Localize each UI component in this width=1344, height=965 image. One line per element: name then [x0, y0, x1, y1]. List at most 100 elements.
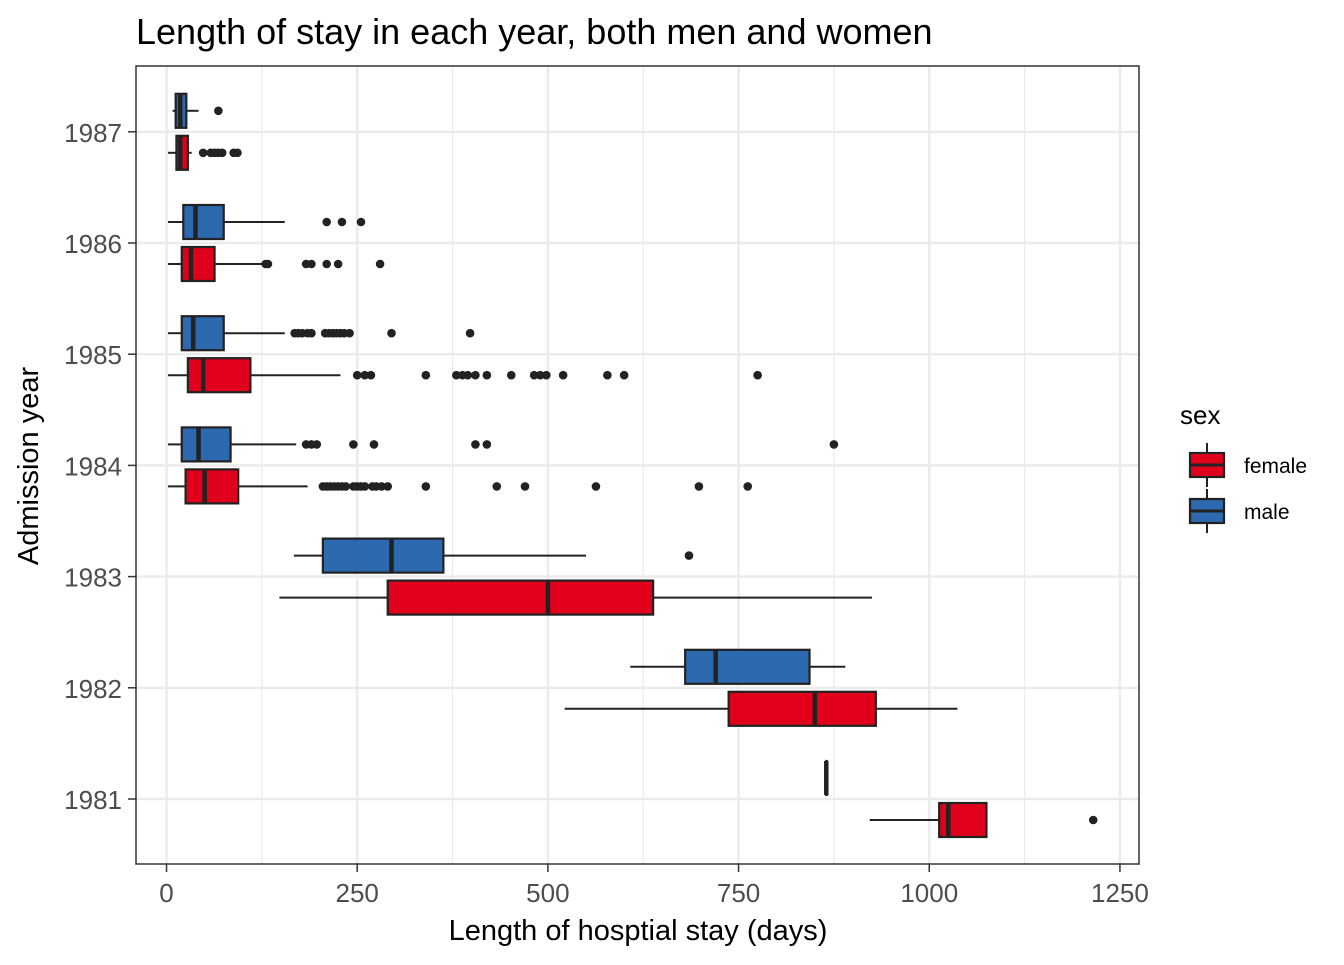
outlier-point [471, 370, 480, 380]
y-tick-label: 1985 [64, 340, 122, 370]
legend-item-male: male [1188, 489, 1290, 533]
outlier-point [492, 482, 502, 491]
outlier-point [591, 482, 601, 491]
box-layer [168, 92, 1098, 839]
outlier-point [603, 370, 612, 380]
outlier-point [482, 440, 492, 449]
outlier-point [377, 482, 386, 491]
outlier-point [1088, 815, 1098, 825]
box-body [727, 690, 877, 727]
outlier-point [307, 328, 316, 338]
outlier-point [743, 482, 753, 491]
outlier-point [542, 370, 551, 380]
axis-layer: 0 250 500 750 1000 1250 1981 1982 1983 1984 1985 19… [64, 118, 1149, 908]
outlier-point [233, 148, 242, 158]
legend-label: female [1244, 455, 1307, 478]
outlier-point [198, 148, 208, 158]
outlier-point [463, 370, 473, 380]
outlier-point [345, 328, 354, 338]
box-female-1987 [168, 134, 242, 171]
outlier-point [352, 370, 362, 380]
outlier-point [482, 370, 492, 380]
outlier-point [465, 328, 475, 338]
y-tick-label: 1987 [64, 118, 122, 148]
x-tick-label: 250 [335, 878, 378, 908]
outlier-point [217, 148, 227, 158]
box-body [182, 203, 225, 241]
outlier-point [322, 217, 331, 227]
x-tick-label: 750 [717, 878, 760, 908]
box-body [684, 648, 811, 685]
outlier-point [471, 440, 480, 449]
box-body [321, 537, 445, 574]
outlier-point [360, 482, 370, 491]
outlier-point [263, 259, 273, 269]
box-female-1984 [168, 468, 753, 505]
box-male-1981 [824, 759, 829, 797]
box-body [184, 468, 240, 505]
y-tick-label: 1982 [64, 674, 122, 704]
box-body [180, 426, 232, 463]
legend-item-female: female [1188, 443, 1307, 487]
x-tick-label: 500 [526, 878, 569, 908]
box-male-1983 [293, 537, 694, 574]
outlier-point [312, 440, 322, 449]
y-tick-label: 1981 [64, 785, 122, 815]
outlier-point [356, 217, 366, 227]
legend-keys: female male [1188, 443, 1307, 533]
outlier-point [333, 259, 343, 269]
outlier-point [558, 370, 568, 380]
box-male-1982 [630, 648, 846, 685]
box-male-1984 [168, 426, 839, 463]
outlier-point [383, 482, 393, 491]
box-body [386, 579, 655, 616]
outlier-point [684, 551, 694, 560]
box-male-1985 [168, 315, 475, 352]
y-tick-label: 1986 [64, 229, 122, 259]
x-tick-label: 0 [159, 878, 173, 908]
y-tick-label: 1983 [64, 563, 122, 593]
box-female-1985 [168, 357, 762, 394]
legend-label: male [1244, 501, 1290, 524]
outlier-point [619, 370, 629, 380]
outlier-point [349, 440, 358, 449]
outlier-point [535, 370, 545, 380]
outlier-point [506, 370, 516, 380]
box-female-1983 [279, 579, 873, 616]
box-female-1981 [869, 801, 1098, 839]
outlier-point [520, 482, 530, 491]
y-axis-title: Admission year [13, 367, 45, 566]
outlier-point [337, 217, 347, 227]
x-tick-label: 1000 [900, 878, 958, 908]
x-tick-label: 1250 [1091, 878, 1149, 908]
grid-layer [136, 66, 1139, 864]
outlier-point [307, 259, 316, 269]
legend-title: sex [1180, 400, 1220, 430]
outlier-point [421, 482, 431, 491]
outlier-point [214, 106, 223, 116]
box-body [186, 357, 252, 394]
outlier-point [753, 370, 762, 380]
chart-title: Length of stay in each year, both men an… [136, 11, 933, 52]
x-axis-title: Length of hosptial stay (days) [449, 915, 828, 947]
box-male-1986 [168, 203, 366, 241]
outlier-point [829, 440, 839, 449]
box-body [180, 315, 225, 352]
y-tick-label: 1984 [64, 451, 122, 481]
outlier-point [366, 370, 376, 380]
legend: sex female male [1180, 400, 1307, 533]
outlier-point [322, 259, 331, 269]
box-male-1987 [172, 92, 223, 129]
outlier-point [375, 259, 385, 269]
outlier-point [529, 370, 539, 380]
box-female-1982 [564, 690, 958, 727]
outlier-point [452, 370, 461, 380]
box-body [180, 245, 216, 283]
outlier-point [694, 482, 704, 491]
box-female-1986 [168, 245, 385, 283]
outlier-point [369, 440, 379, 449]
outlier-point [421, 370, 431, 380]
outlier-point [341, 482, 351, 491]
